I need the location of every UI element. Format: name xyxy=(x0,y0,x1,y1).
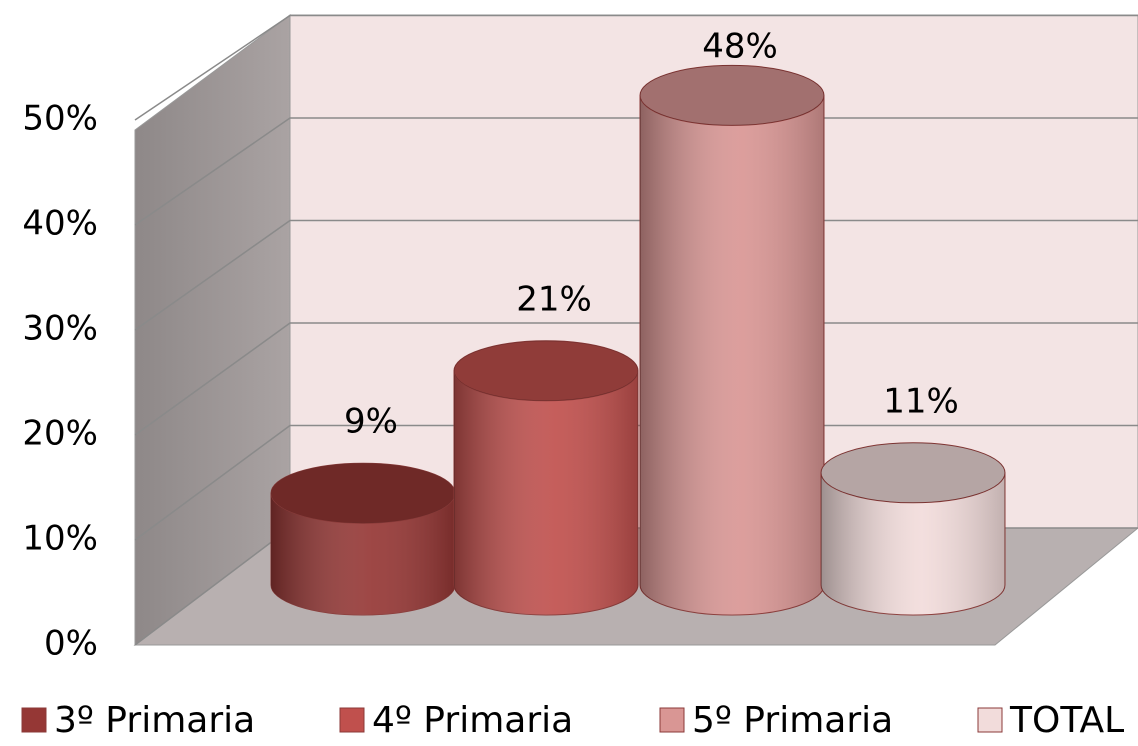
legend-swatch xyxy=(659,707,685,733)
legend-label: TOTAL xyxy=(1009,700,1124,741)
bar-top-shade xyxy=(454,340,638,401)
grid-line xyxy=(134,424,1138,541)
legend-swatch xyxy=(21,707,47,733)
bar-top-shade xyxy=(821,442,1005,503)
bar-top xyxy=(453,340,639,402)
bar-shade xyxy=(821,472,1005,615)
y-tick-label: 20% xyxy=(22,414,98,454)
legend-label: 4º Primaria xyxy=(372,700,573,741)
bar-top-shade xyxy=(640,65,824,126)
data-label: 9% xyxy=(344,402,398,442)
grid-line xyxy=(134,219,1138,331)
bar-shade xyxy=(454,370,638,615)
y-tick-label: 30% xyxy=(22,309,98,349)
legend-label: 3º Primaria xyxy=(54,700,255,741)
bar-top xyxy=(820,442,1006,504)
grid-line xyxy=(134,117,1138,226)
data-label: 48% xyxy=(702,27,778,67)
grid-line xyxy=(134,322,1138,436)
y-tick-label: 0% xyxy=(44,624,98,664)
y-tick-label: 40% xyxy=(22,204,98,244)
y-tick-label: 50% xyxy=(22,99,98,139)
legend-swatch xyxy=(977,707,1003,733)
bar-top-shade xyxy=(271,463,455,524)
y-tick-label: 10% xyxy=(22,519,98,559)
data-label: 21% xyxy=(516,279,592,319)
legend-label: 5º Primaria xyxy=(692,700,893,741)
grid-line xyxy=(134,14,1138,121)
legend-swatch xyxy=(339,707,365,733)
bar-shade xyxy=(640,95,824,615)
bar-shade xyxy=(271,493,455,615)
bar-top xyxy=(639,64,825,126)
data-label: 11% xyxy=(883,381,959,421)
